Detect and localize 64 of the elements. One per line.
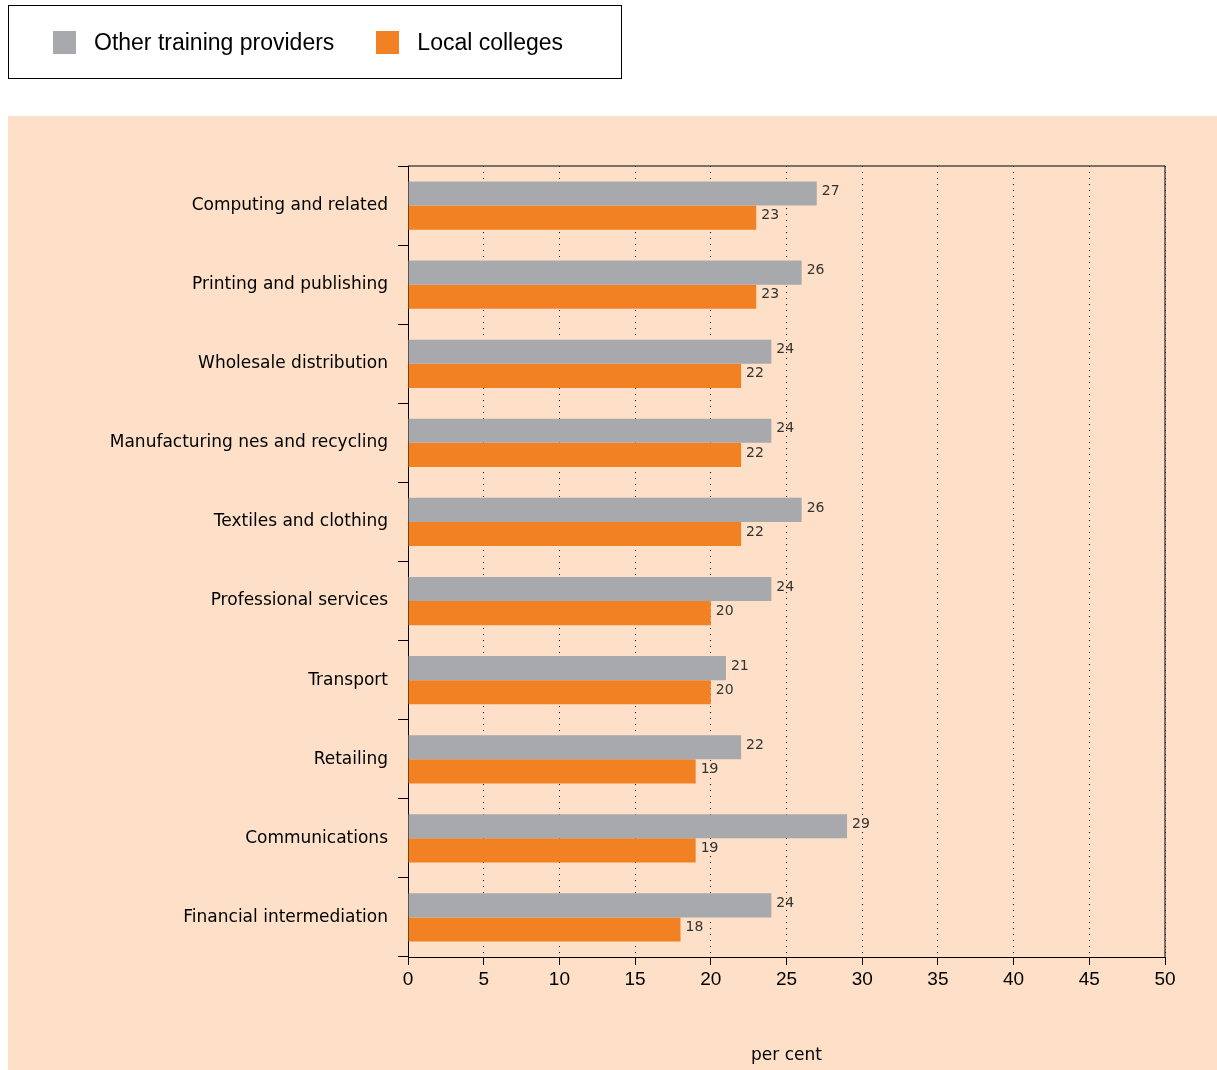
- y-tick-label: Textiles and clothing: [212, 510, 388, 531]
- y-tick-label: Communications: [245, 826, 389, 847]
- y-tick-label: Computing and related: [191, 193, 388, 214]
- bar: [408, 284, 757, 309]
- bar: [408, 497, 802, 522]
- x-tick-label: 50: [1154, 967, 1176, 989]
- bar: [408, 759, 696, 784]
- data-label: 24: [776, 340, 795, 357]
- y-tick-label: Manufacturing nes and recycling: [109, 431, 388, 452]
- bar: [408, 418, 772, 443]
- y-tick-label: Transport: [307, 668, 389, 689]
- x-tick-label: 15: [624, 967, 646, 989]
- data-label: 29: [852, 814, 870, 831]
- bar: [408, 576, 772, 602]
- bar: [408, 521, 742, 547]
- data-label: 26: [806, 261, 825, 278]
- bar: [408, 656, 726, 681]
- data-label: 19: [700, 759, 719, 776]
- bar: [408, 339, 772, 364]
- bar: [408, 181, 817, 206]
- bar: [408, 917, 681, 942]
- x-tick-label: 5: [478, 967, 489, 989]
- bar: [408, 260, 802, 285]
- legend-label: Other training providers: [94, 28, 335, 56]
- y-tick-label: Printing and publishing: [192, 273, 388, 294]
- bar: [408, 893, 772, 918]
- x-tick-label: 20: [700, 967, 722, 989]
- bar: [408, 442, 742, 467]
- data-label: 22: [746, 522, 764, 539]
- data-label: 26: [806, 498, 825, 515]
- data-label: 19: [700, 839, 719, 856]
- data-label: 20: [715, 680, 734, 697]
- data-label: 21: [730, 656, 749, 673]
- bar: [408, 205, 757, 230]
- legend-label: Local colleges: [417, 28, 564, 56]
- data-label: 18: [685, 918, 704, 935]
- x-tick-label: 0: [402, 967, 414, 989]
- data-label: 20: [715, 601, 734, 618]
- bar: [408, 680, 711, 705]
- x-tick-label: 25: [775, 967, 798, 989]
- data-label: 23: [761, 206, 780, 223]
- bar: [408, 601, 711, 626]
- y-tick-label: Wholesale distribution: [198, 352, 388, 373]
- data-label: 22: [746, 443, 764, 460]
- x-tick-label: 30: [851, 967, 873, 989]
- data-label: 24: [776, 577, 795, 594]
- y-tick-label: Professional services: [210, 589, 389, 610]
- data-label: 22: [746, 735, 764, 752]
- bar: [408, 735, 742, 760]
- x-tick-label: 10: [548, 967, 570, 989]
- data-label: 24: [776, 894, 795, 911]
- y-tick-label: Financial intermediation: [183, 905, 388, 926]
- x-tick-label: 45: [1078, 967, 1100, 989]
- data-label: 27: [821, 182, 840, 199]
- x-axis-title: per cent: [751, 1044, 823, 1065]
- data-label: 24: [776, 419, 795, 436]
- bar: [408, 814, 848, 839]
- bar: [408, 363, 742, 388]
- y-tick-label: Retailing: [313, 747, 388, 768]
- x-tick-label: 35: [927, 967, 949, 989]
- data-label: 22: [746, 364, 764, 381]
- data-label: 23: [761, 285, 780, 302]
- bar: [408, 838, 696, 863]
- x-tick-label: 40: [1003, 967, 1025, 989]
